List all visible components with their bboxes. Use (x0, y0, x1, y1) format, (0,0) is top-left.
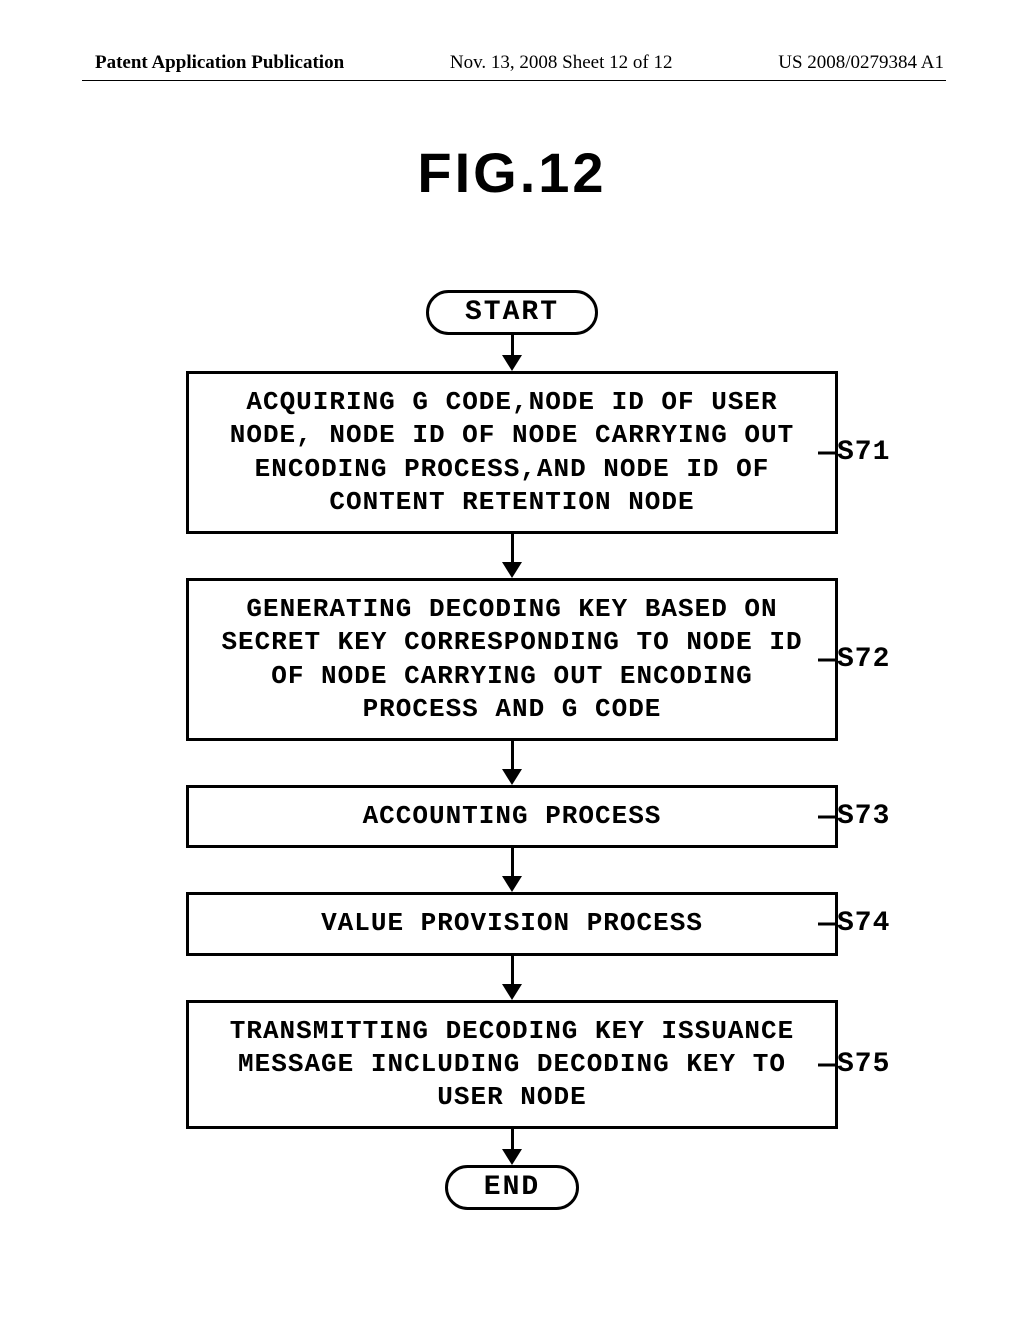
arrow-head-icon (502, 769, 522, 785)
header-patent-number: US 2008/0279384 A1 (778, 52, 944, 74)
arrow-head-icon (502, 562, 522, 578)
process-step-s74: VALUE PROVISION PROCESS S74 (186, 892, 838, 955)
step-id: S75 (835, 1047, 890, 1083)
step-text: ACCOUNTING PROCESS (363, 801, 662, 831)
step-text: TRANSMITTING DECODING KEY ISSUANCE MESSA… (230, 1016, 795, 1113)
arrow-line (511, 534, 514, 564)
header-publication: Patent Application Publication (95, 52, 344, 74)
patent-header: Patent Application Publication Nov. 13, … (0, 52, 1024, 74)
arrow-head-icon (502, 984, 522, 1000)
end-label: END (484, 1172, 540, 1203)
arrow (182, 741, 842, 785)
process-step-s75: TRANSMITTING DECODING KEY ISSUANCE MESSA… (186, 1000, 838, 1130)
arrow-line (511, 956, 514, 986)
arrow-line (511, 1129, 514, 1151)
arrow-line (511, 335, 514, 357)
step-id: S72 (835, 642, 890, 678)
arrow-head-icon (502, 1149, 522, 1165)
process-step-s72: GENERATING DECODING KEY BASED ON SECRET … (186, 578, 838, 741)
step-id: S73 (835, 799, 890, 835)
arrow (182, 1129, 842, 1165)
start-label: START (465, 297, 559, 328)
step-text: ACQUIRING G CODE,NODE ID OF USER NODE, N… (230, 387, 795, 517)
arrow (182, 848, 842, 892)
step-text: GENERATING DECODING KEY BASED ON SECRET … (221, 594, 802, 724)
arrow (182, 335, 842, 371)
start-terminal: START (426, 290, 598, 335)
arrow-head-icon (502, 355, 522, 371)
header-rule (82, 80, 946, 81)
step-id: S71 (835, 435, 890, 471)
end-terminal: END (445, 1165, 579, 1210)
arrow-head-icon (502, 876, 522, 892)
process-step-s73: ACCOUNTING PROCESS S73 (186, 785, 838, 848)
arrow-line (511, 741, 514, 771)
arrow (182, 534, 842, 578)
process-step-s71: ACQUIRING G CODE,NODE ID OF USER NODE, N… (186, 371, 838, 534)
step-text: VALUE PROVISION PROCESS (321, 908, 703, 938)
arrow (182, 956, 842, 1000)
figure-title: FIG.12 (0, 140, 1024, 205)
flowchart: START ACQUIRING G CODE,NODE ID OF USER N… (182, 290, 842, 1210)
arrow-line (511, 848, 514, 878)
step-id: S74 (835, 906, 890, 942)
header-date-sheet: Nov. 13, 2008 Sheet 12 of 12 (450, 52, 673, 74)
